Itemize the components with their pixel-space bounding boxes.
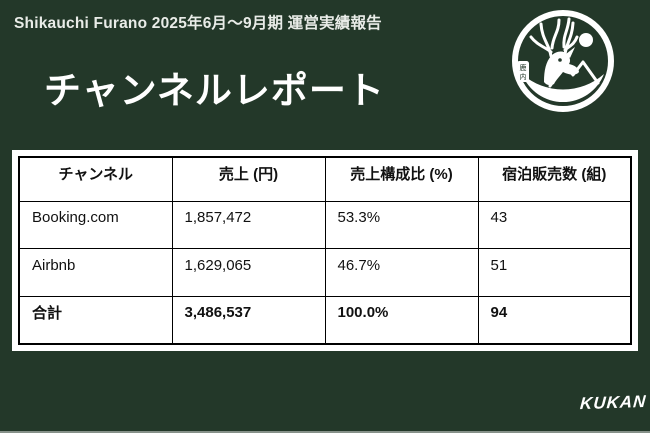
report-header: Shikauchi Furano 2025年6月〜9月期 運営実績報告 bbox=[14, 15, 382, 32]
kukan-brand-wordmark: KUKAN bbox=[579, 391, 648, 414]
cell-units: 51 bbox=[477, 248, 632, 297]
col-header-channel: チャンネル bbox=[18, 156, 173, 202]
col-header-sales: 売上 (円) bbox=[171, 156, 326, 202]
cell-channel: Airbnb bbox=[18, 248, 173, 297]
bottom-edge-line bbox=[0, 431, 650, 433]
table-card: チャンネル 売上 (円) 売上構成比 (%) 宿泊販売数 (組) Booking… bbox=[12, 150, 638, 351]
mountains-icon bbox=[548, 60, 600, 88]
seal-stamp-icon: 鹿 内 bbox=[517, 61, 529, 82]
logo-ring-icon bbox=[512, 10, 614, 112]
svg-text:鹿: 鹿 bbox=[520, 63, 527, 72]
cell-channel: Booking.com bbox=[18, 200, 173, 250]
cell-sales: 3,486,537 bbox=[171, 295, 326, 345]
table-row-airbnb: Airbnb 1,629,065 46.7% 51 bbox=[18, 248, 632, 297]
cell-share: 53.3% bbox=[324, 200, 479, 250]
col-header-share: 売上構成比 (%) bbox=[324, 156, 479, 202]
cell-units: 43 bbox=[477, 200, 632, 250]
cell-sales: 1,857,472 bbox=[171, 200, 326, 250]
svg-text:内: 内 bbox=[520, 72, 527, 81]
cell-units: 94 bbox=[477, 295, 632, 345]
cell-sales: 1,629,065 bbox=[171, 248, 326, 297]
deer-brand-logo: 鹿 内 bbox=[512, 10, 614, 112]
channel-report-table: チャンネル 売上 (円) 売上構成比 (%) 宿泊販売数 (組) Booking… bbox=[18, 156, 632, 345]
table-row-total: 合計 3,486,537 100.0% 94 bbox=[18, 295, 632, 345]
cell-channel: 合計 bbox=[18, 295, 173, 345]
cell-share: 46.7% bbox=[324, 248, 479, 297]
sun-icon bbox=[579, 33, 593, 47]
table-header-row: チャンネル 売上 (円) 売上構成比 (%) 宿泊販売数 (組) bbox=[18, 156, 632, 202]
cell-share: 100.0% bbox=[324, 295, 479, 345]
col-header-units: 宿泊販売数 (組) bbox=[477, 156, 632, 202]
table-row-booking: Booking.com 1,857,472 53.3% 43 bbox=[18, 200, 632, 250]
page-title: チャンネルレポート bbox=[44, 70, 385, 111]
